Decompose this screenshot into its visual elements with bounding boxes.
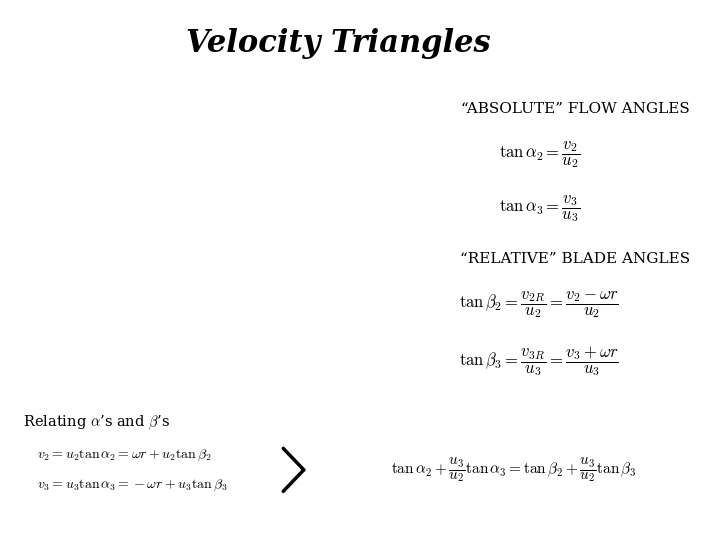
Text: $\tan\alpha_2 + \dfrac{u_3}{u_2}\tan\alpha_3 = \tan\beta_2 + \dfrac{u_3}{u_2}\ta: $\tan\alpha_2 + \dfrac{u_3}{u_2}\tan\alp… [392, 456, 637, 484]
Text: Relating $\alpha$’s and $\beta$’s: Relating $\alpha$’s and $\beta$’s [23, 414, 170, 433]
Text: Velocity Triangles: Velocity Triangles [186, 28, 491, 59]
Text: $\tan\beta_3 = \dfrac{v_{3R}}{u_3} = \dfrac{v_3 + \omega r}{u_3}$: $\tan\beta_3 = \dfrac{v_{3R}}{u_3} = \df… [459, 345, 619, 378]
Text: $v_3 = u_3 \tan\alpha_3 = -\omega r + u_3 \tan\beta_3$: $v_3 = u_3 \tan\alpha_3 = -\omega r + u_… [37, 477, 228, 492]
Text: $\tan\beta_2 = \dfrac{v_{2R}}{u_2} = \dfrac{v_2 - \omega r}{u_2}$: $\tan\beta_2 = \dfrac{v_{2R}}{u_2} = \df… [459, 289, 619, 320]
Text: “ABSOLUTE” FLOW ANGLES: “ABSOLUTE” FLOW ANGLES [462, 102, 690, 116]
Text: $\tan\alpha_3 = \dfrac{v_3}{u_3}$: $\tan\alpha_3 = \dfrac{v_3}{u_3}$ [499, 193, 580, 224]
Text: “RELATIVE” BLADE ANGLES: “RELATIVE” BLADE ANGLES [460, 252, 690, 266]
Text: $\tan\alpha_2 = \dfrac{v_2}{u_2}$: $\tan\alpha_2 = \dfrac{v_2}{u_2}$ [499, 139, 580, 170]
Text: $v_2 = u_2 \tan\alpha_2 = \omega r + u_2 \tan\beta_2$: $v_2 = u_2 \tan\alpha_2 = \omega r + u_2… [37, 448, 212, 463]
